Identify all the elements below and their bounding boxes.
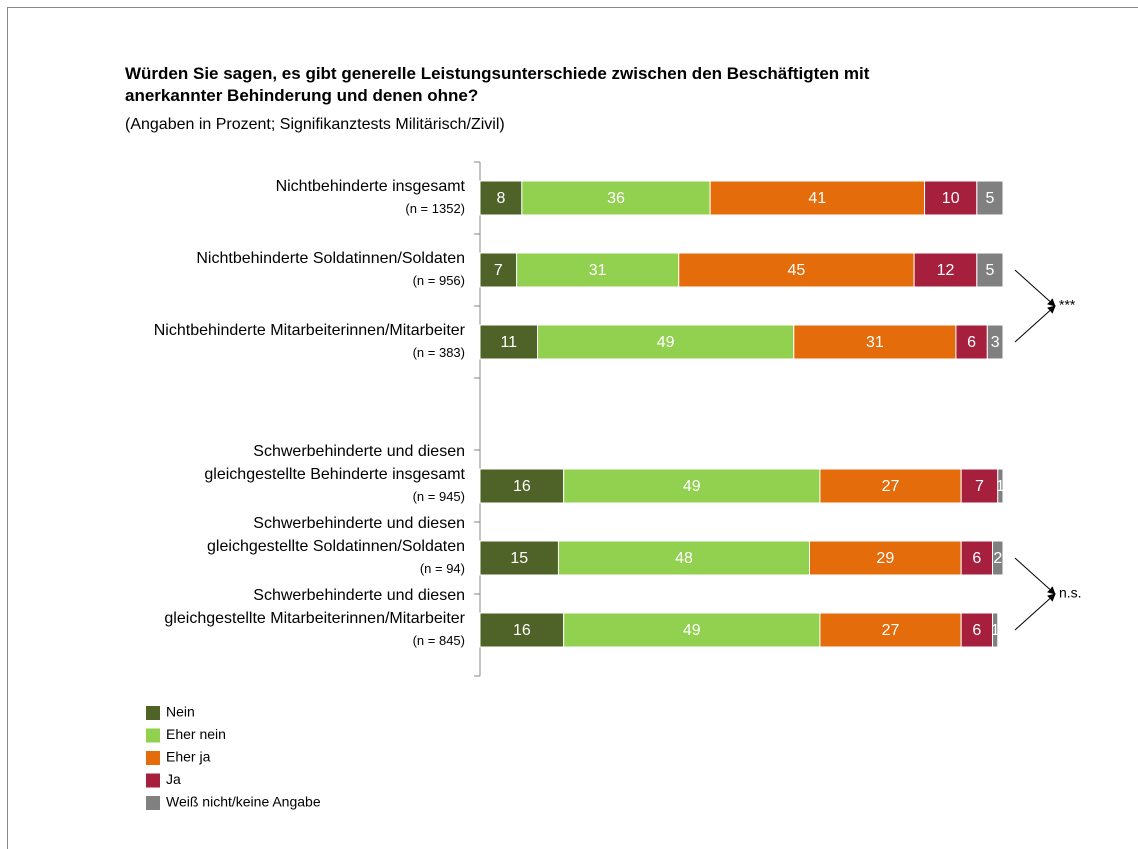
arrow: [1014, 557, 1056, 595]
bar-segment: [557, 540, 810, 576]
sample-size: (n = 945): [413, 489, 465, 504]
sample-size: (n = 383): [413, 345, 465, 360]
arrow: [1014, 305, 1056, 343]
annotation: ***: [1059, 297, 1076, 313]
category-label: Schwerbehinderte und diesen gleichgestell…: [204, 443, 465, 483]
value-label: 7: [494, 262, 503, 279]
bar-segment: [521, 180, 711, 216]
value-label: 12: [937, 262, 955, 279]
bar-segment: [955, 324, 988, 360]
value-label: 11: [500, 334, 517, 351]
legend-swatch: [146, 796, 160, 810]
category-label: Nichtbehinderte Soldatinnen/Soldaten: [196, 250, 465, 267]
sample-size: (n = 956): [413, 273, 465, 288]
bar-segment: [516, 252, 680, 288]
value-label: 10: [942, 190, 960, 207]
value-label: 41: [808, 190, 826, 207]
legend-swatch: [146, 773, 160, 788]
bar-segment: [992, 612, 999, 648]
bar-segment: [819, 612, 962, 648]
legend-swatch: [146, 728, 160, 743]
category-label: Nichtbehinderte Mitarbeiterinnen/Mitarbe…: [154, 322, 466, 339]
value-label: 49: [683, 478, 701, 495]
value-label: 48: [675, 550, 693, 567]
value-label: 6: [967, 334, 976, 351]
value-label: 31: [866, 334, 884, 351]
legend-swatch: [146, 751, 160, 765]
bar-segment: [808, 540, 962, 576]
category-label: Schwerbehinderte und diesen gleichgestell…: [164, 587, 465, 627]
bar-segment: [479, 324, 539, 360]
bar-segment: [479, 180, 523, 216]
value-label: 29: [876, 550, 894, 567]
value-label: 1: [996, 478, 1005, 495]
bar-segment: [793, 324, 957, 360]
bar-segment: [563, 468, 821, 504]
chart-subtitle: (Angaben in Prozent; Signifikanztests Mi…: [125, 116, 505, 133]
sample-size: (n = 1352): [405, 201, 465, 216]
value-label: 8: [496, 190, 505, 207]
value-label: 36: [607, 190, 625, 207]
bar-segment: [976, 180, 1004, 216]
bar-segment: [992, 540, 1004, 576]
bar-segment: [537, 324, 795, 360]
legend-label: Weiß nicht/keine Angabe: [166, 794, 321, 810]
category-label: Schwerbehinderte und diesen gleichgestell…: [207, 515, 465, 555]
legend-swatch: [146, 706, 160, 720]
sample-size: (n = 94): [420, 561, 465, 576]
value-label: 49: [657, 334, 675, 351]
bar-segment: [819, 468, 962, 504]
value-label: 16: [513, 622, 531, 639]
value-label: 27: [882, 478, 900, 495]
bar-segment: [924, 180, 978, 216]
value-label: 1: [991, 622, 1000, 639]
value-label: 5: [985, 262, 994, 279]
value-label: 49: [683, 622, 701, 639]
bar-segment: [997, 468, 1004, 504]
chart-title: Würden Sie sagen, es gibt generelle Leis…: [125, 64, 870, 105]
arrow: [1014, 269, 1056, 307]
value-label: 27: [882, 622, 900, 639]
annotation: n.s.: [1059, 585, 1082, 601]
value-label: 7: [975, 478, 984, 495]
value-label: 2: [993, 550, 1002, 567]
sample-size: (n = 845): [413, 633, 465, 648]
value-label: 15: [510, 550, 528, 567]
value-label: 6: [972, 622, 981, 639]
bar-segment: [960, 540, 994, 576]
arrow: [1014, 593, 1056, 631]
value-label: 16: [513, 478, 531, 495]
value-label: 45: [788, 262, 806, 279]
value-label: 3: [991, 334, 1000, 351]
bar-segment: [986, 324, 1004, 360]
bar-segment: [479, 612, 565, 648]
value-label: 31: [589, 262, 607, 279]
bar-segment: [563, 612, 821, 648]
bar-segment: [960, 468, 999, 504]
bar-segment: [976, 252, 1004, 288]
value-label: 6: [972, 550, 981, 567]
legend-label: Ja: [166, 771, 181, 787]
bar-segment: [479, 468, 565, 504]
legend-label: Eher nein: [166, 726, 226, 742]
bar-segment: [479, 540, 559, 576]
bar-segment: [913, 252, 978, 288]
value-label: 5: [985, 190, 994, 207]
legend-label: Nein: [166, 704, 195, 720]
category-label: Nichtbehinderte insgesamt: [276, 178, 466, 195]
legend-label: Eher ja: [166, 749, 211, 765]
bar-segment: [479, 252, 518, 288]
